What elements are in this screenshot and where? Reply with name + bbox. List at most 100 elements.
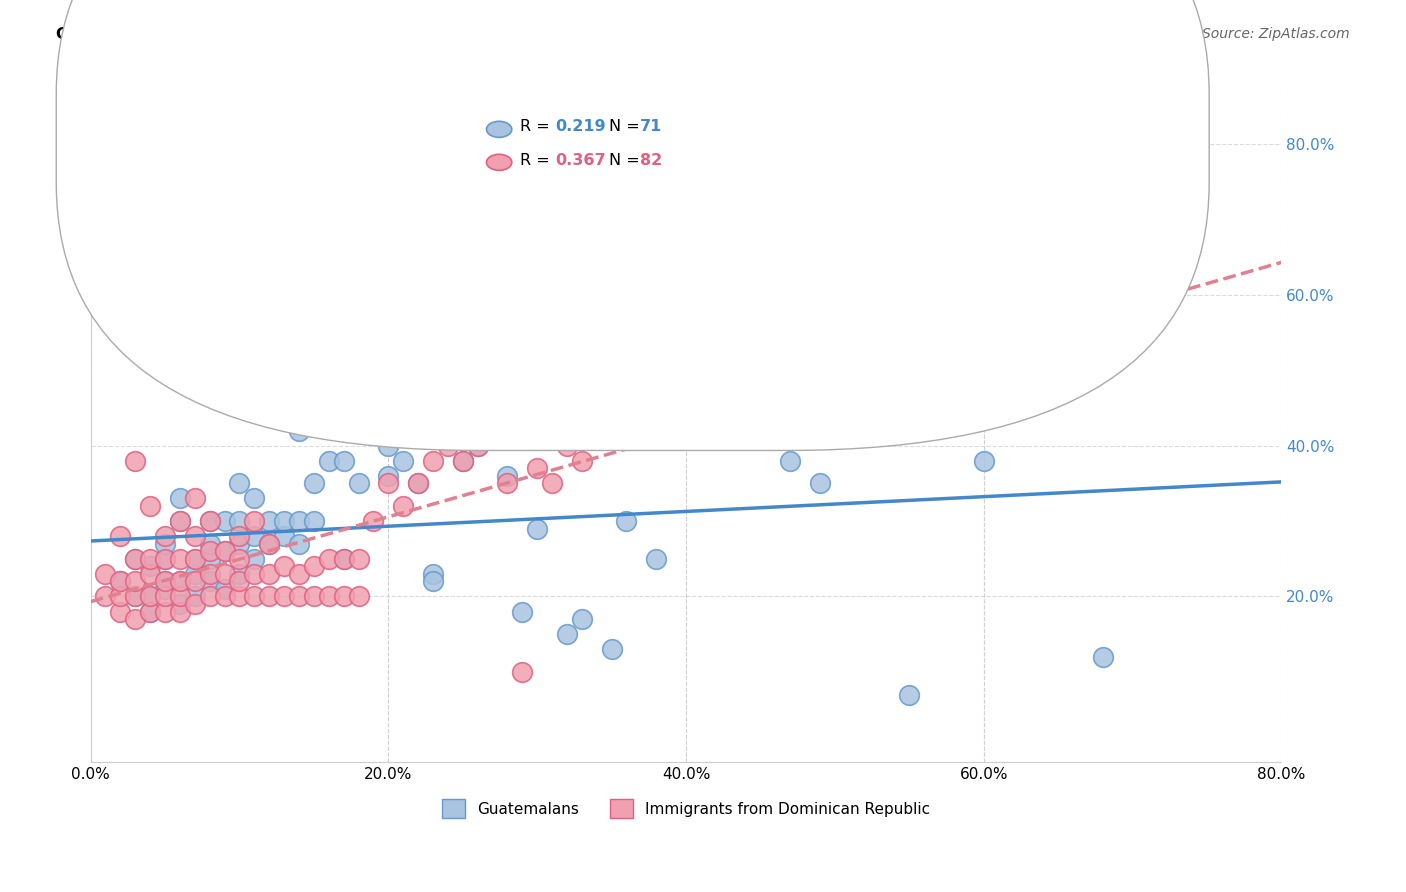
Point xyxy=(184,491,207,506)
Point xyxy=(467,439,489,453)
Point xyxy=(257,310,280,325)
Point xyxy=(273,529,295,543)
Point xyxy=(451,454,474,468)
Text: 82: 82 xyxy=(640,153,662,168)
Point xyxy=(808,476,831,491)
Point xyxy=(228,590,250,604)
Point xyxy=(273,590,295,604)
Point xyxy=(332,454,354,468)
Text: 0.367: 0.367 xyxy=(555,153,606,168)
Point xyxy=(363,409,385,423)
Legend: Guatemalans, Immigrants from Dominican Republic: Guatemalans, Immigrants from Dominican R… xyxy=(436,793,936,824)
Point xyxy=(169,574,191,589)
Point xyxy=(169,551,191,566)
Point xyxy=(243,590,266,604)
Point xyxy=(184,529,207,543)
Point xyxy=(377,476,399,491)
Point xyxy=(973,454,995,468)
Text: Source: ZipAtlas.com: Source: ZipAtlas.com xyxy=(1202,27,1350,41)
Point xyxy=(347,551,370,566)
Point xyxy=(555,627,578,641)
Point xyxy=(243,551,266,566)
Point xyxy=(779,454,801,468)
Point xyxy=(526,522,548,536)
Point xyxy=(363,514,385,528)
Point xyxy=(139,559,162,574)
Point xyxy=(257,537,280,551)
Point xyxy=(616,514,638,528)
Point xyxy=(257,537,280,551)
Point xyxy=(526,461,548,475)
Point xyxy=(198,551,221,566)
Point xyxy=(257,514,280,528)
Point xyxy=(734,401,756,415)
Point xyxy=(124,574,146,589)
Text: N =: N = xyxy=(609,153,645,168)
Point xyxy=(332,590,354,604)
Point xyxy=(153,537,176,551)
Point xyxy=(228,514,250,528)
Point xyxy=(481,424,503,438)
Point xyxy=(392,454,415,468)
Point xyxy=(124,612,146,626)
Point xyxy=(153,582,176,596)
Point xyxy=(228,476,250,491)
Point xyxy=(139,605,162,619)
Point xyxy=(153,551,176,566)
Point xyxy=(214,582,236,596)
Point xyxy=(139,590,162,604)
Point xyxy=(467,439,489,453)
Text: GUATEMALAN VS IMMIGRANTS FROM DOMINICAN REPUBLIC CHILD POVERTY UNDER THE AGE OF : GUATEMALAN VS IMMIGRANTS FROM DOMINICAN … xyxy=(56,27,1152,42)
Point xyxy=(600,424,623,438)
Point xyxy=(184,566,207,581)
Point xyxy=(898,688,921,702)
Point xyxy=(451,454,474,468)
Point xyxy=(139,590,162,604)
Point xyxy=(169,514,191,528)
Point xyxy=(288,537,311,551)
Point xyxy=(214,544,236,558)
Text: N =: N = xyxy=(609,120,645,134)
Point xyxy=(228,537,250,551)
Point xyxy=(110,574,132,589)
Point xyxy=(377,439,399,453)
Point xyxy=(496,468,519,483)
Point xyxy=(169,590,191,604)
Point xyxy=(94,566,117,581)
Point xyxy=(214,590,236,604)
Text: R =: R = xyxy=(520,153,555,168)
Point xyxy=(243,514,266,528)
Point xyxy=(318,454,340,468)
Point xyxy=(184,551,207,566)
Point xyxy=(169,491,191,506)
Point xyxy=(630,401,652,415)
Point xyxy=(124,590,146,604)
Text: 71: 71 xyxy=(640,120,662,134)
Point xyxy=(571,454,593,468)
Point xyxy=(184,574,207,589)
Point xyxy=(273,559,295,574)
Point xyxy=(392,499,415,513)
Point xyxy=(749,326,772,340)
Point xyxy=(422,454,444,468)
Text: 0.219: 0.219 xyxy=(555,120,606,134)
Point xyxy=(214,544,236,558)
Point xyxy=(243,566,266,581)
Point xyxy=(198,590,221,604)
Point xyxy=(198,537,221,551)
Point xyxy=(496,476,519,491)
Point xyxy=(288,424,311,438)
Point xyxy=(288,566,311,581)
Point xyxy=(139,566,162,581)
Point xyxy=(228,529,250,543)
Point xyxy=(257,590,280,604)
Point xyxy=(153,574,176,589)
Point xyxy=(318,551,340,566)
Point xyxy=(198,544,221,558)
Text: ZIPatlas: ZIPatlas xyxy=(522,381,851,450)
Point xyxy=(94,590,117,604)
Point xyxy=(228,551,250,566)
Point xyxy=(153,551,176,566)
Point xyxy=(110,529,132,543)
Point xyxy=(153,529,176,543)
